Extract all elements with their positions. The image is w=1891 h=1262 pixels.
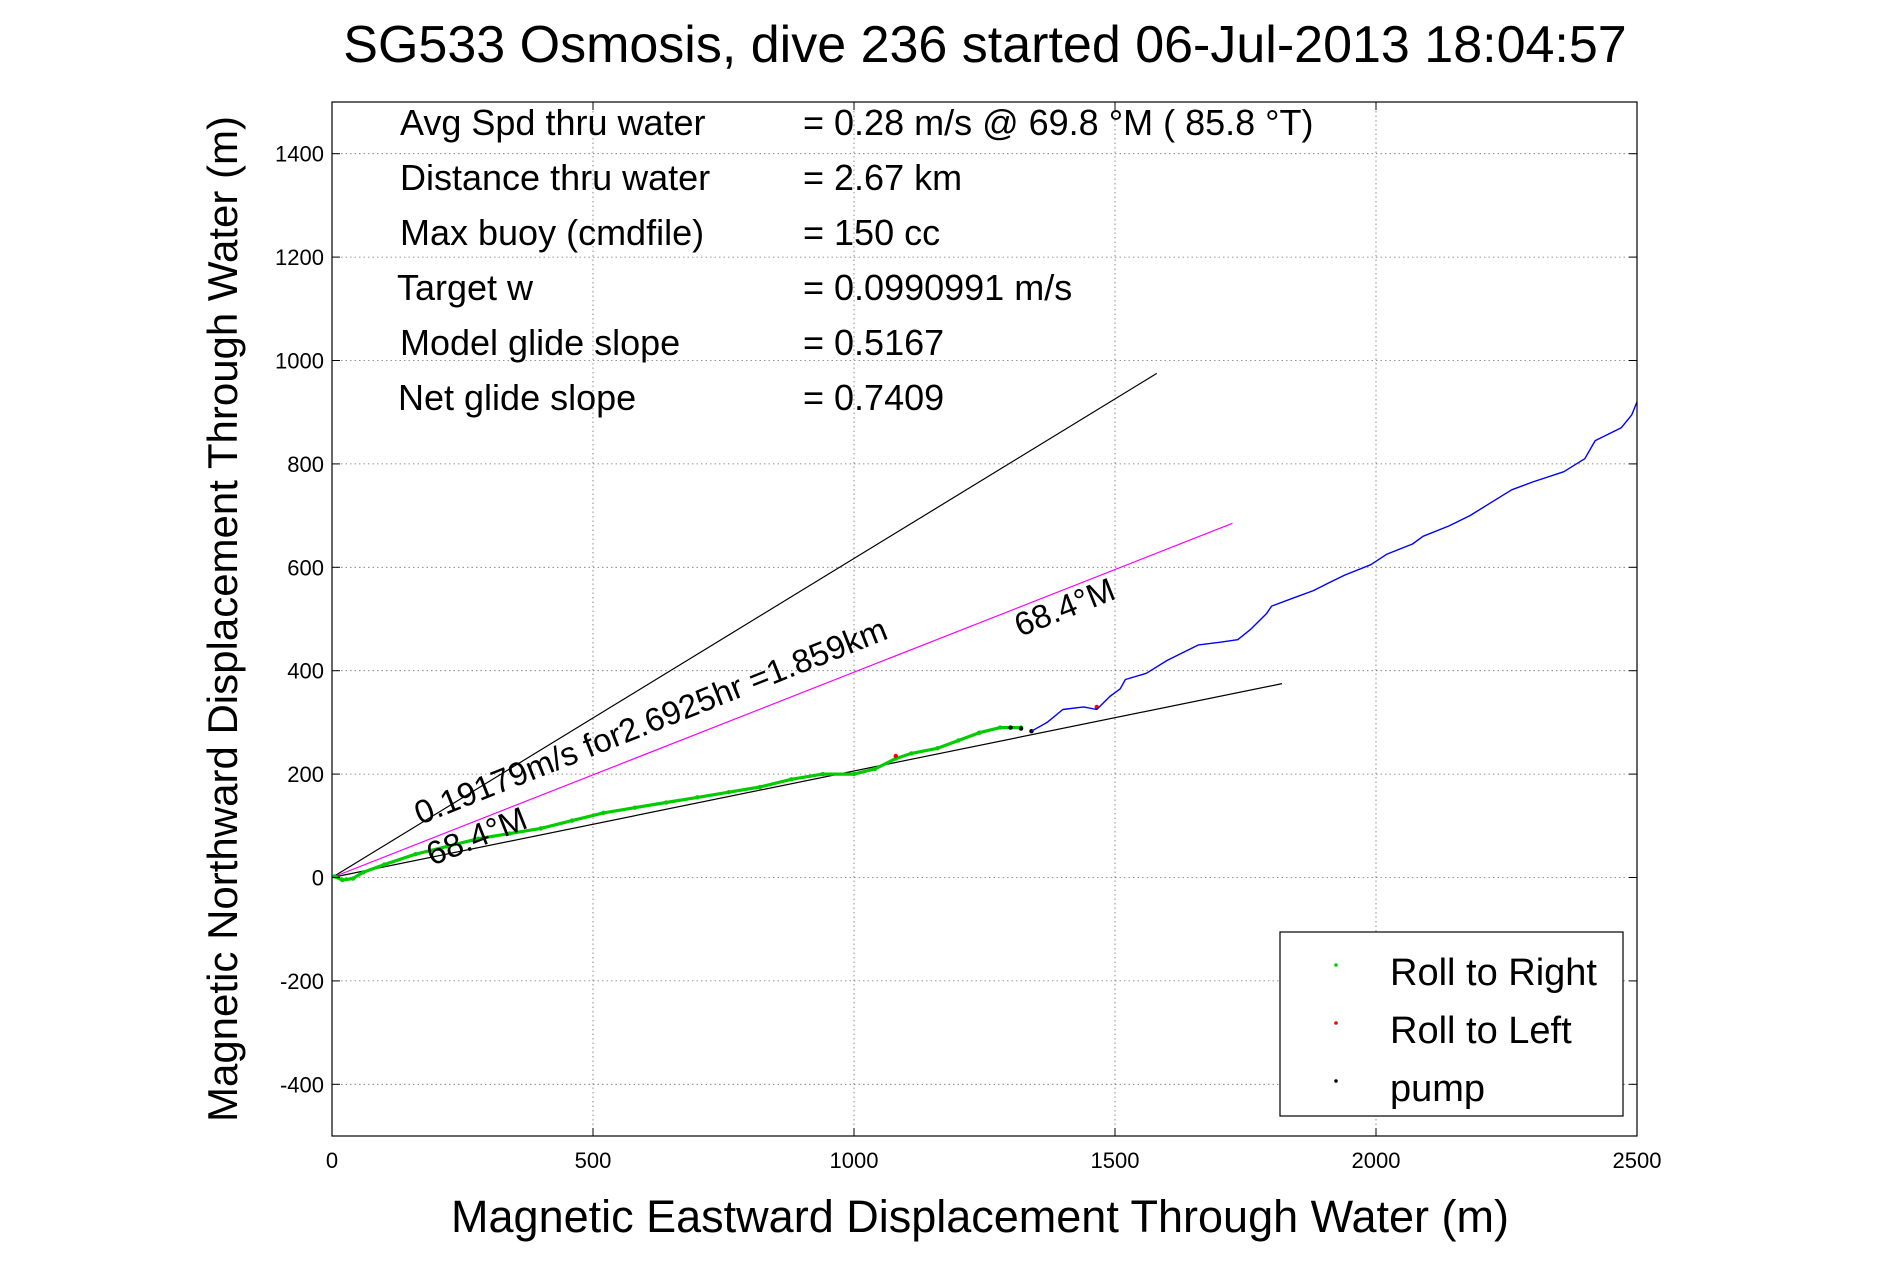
y-tick-label: 1400	[275, 142, 324, 167]
data-point	[444, 844, 450, 849]
annotation-value: = 0.7409	[803, 377, 944, 418]
annotation-label: Distance thru water	[400, 157, 710, 198]
annotation-label: Max buoy (cmdfile)	[400, 212, 704, 253]
x-axis-label: Magnetic Eastward Displacement Through W…	[451, 1191, 1509, 1242]
y-axis-label: Magnetic Northward Displacement Through …	[199, 116, 246, 1122]
data-point	[872, 766, 878, 772]
data-point	[475, 836, 481, 841]
legend-marker	[1334, 1021, 1338, 1025]
plot-frame	[331, 101, 1638, 1137]
chart-title: SG533 Osmosis, dive 236 started 06-Jul-2…	[343, 16, 1626, 74]
legend-marker	[1334, 963, 1338, 967]
x-tick-label: 1000	[830, 1148, 879, 1173]
data-point	[726, 789, 731, 795]
data-point	[1008, 725, 1013, 730]
annotation-value: = 0.28 m/s @ 69.8 °M ( 85.8 °T)	[803, 102, 1314, 143]
x-tick-label: 2500	[1613, 1148, 1662, 1173]
annotation-value: = 0.5167	[803, 322, 944, 363]
y-tick-label: 800	[287, 452, 324, 477]
data-point	[789, 777, 794, 782]
data-point	[997, 725, 1003, 730]
y-tick-label: 1200	[275, 245, 324, 270]
data-point	[757, 784, 763, 790]
data-point	[538, 826, 543, 831]
annotation-value: = 150 cc	[803, 212, 940, 253]
annotation-value: = 2.67 km	[803, 157, 962, 198]
legend-label: pump	[1390, 1068, 1485, 1110]
legend: Roll to Right Roll to Left pump	[1279, 931, 1624, 1117]
data-point	[507, 831, 512, 836]
annotation-block: Avg Spd thru water = 0.28 m/s @ 69.8 °M …	[397, 102, 1314, 418]
y-tick-label: 1000	[275, 349, 324, 374]
data-point	[350, 876, 356, 881]
y-tick-label: 200	[287, 762, 324, 787]
reference-lines	[331, 372, 1283, 879]
annotation-label: Net glide slope	[398, 377, 636, 418]
reference-line-lower	[331, 683, 1283, 879]
reference-line-magenta	[331, 522, 1233, 879]
annotation-label: Target w	[397, 267, 534, 308]
y-tick-label: 400	[287, 659, 324, 684]
data-point	[935, 746, 940, 751]
data-point	[413, 852, 418, 857]
data-point	[361, 870, 366, 875]
annotation-value: = 0.0990991 m/s	[803, 267, 1072, 308]
data-point	[601, 810, 606, 816]
data-point	[569, 818, 575, 823]
y-tick-label: -200	[280, 969, 324, 994]
data-point	[1018, 726, 1024, 731]
x-tick-label: 500	[575, 1148, 612, 1173]
series-line-3	[1031, 401, 1638, 732]
data-point	[820, 771, 825, 777]
ticks: 0 500 1000 1500 2000 2500 -400 -200 0 200 400 600 80…	[275, 102, 1661, 1173]
data-point	[851, 771, 857, 777]
data-point	[332, 874, 337, 879]
data-point	[977, 730, 982, 735]
annotation-label: Model glide slope	[400, 322, 680, 363]
reference-line-upper	[331, 372, 1158, 879]
data-point	[382, 862, 387, 867]
series-line-0	[333, 725, 1021, 882]
data-point	[340, 877, 345, 883]
x-tick-label: 0	[326, 1148, 338, 1173]
y-tick-label: 600	[287, 555, 324, 580]
data-point	[909, 751, 914, 756]
legend-label: Roll to Left	[1390, 1010, 1572, 1052]
x-tick-label: 2000	[1352, 1148, 1401, 1173]
legend-marker	[1334, 1079, 1338, 1083]
legend-label: Roll to Right	[1390, 952, 1597, 994]
series	[332, 401, 1638, 883]
data-point	[663, 800, 669, 805]
data-point	[956, 738, 961, 743]
y-tick-label: -400	[280, 1072, 324, 1097]
data-point	[893, 753, 898, 759]
x-tick-label: 1500	[1091, 1148, 1140, 1173]
y-tick-label: 0	[312, 866, 324, 891]
data-point	[632, 805, 637, 810]
annotation-label: Avg Spd thru water	[400, 102, 706, 143]
data-point	[695, 795, 700, 800]
